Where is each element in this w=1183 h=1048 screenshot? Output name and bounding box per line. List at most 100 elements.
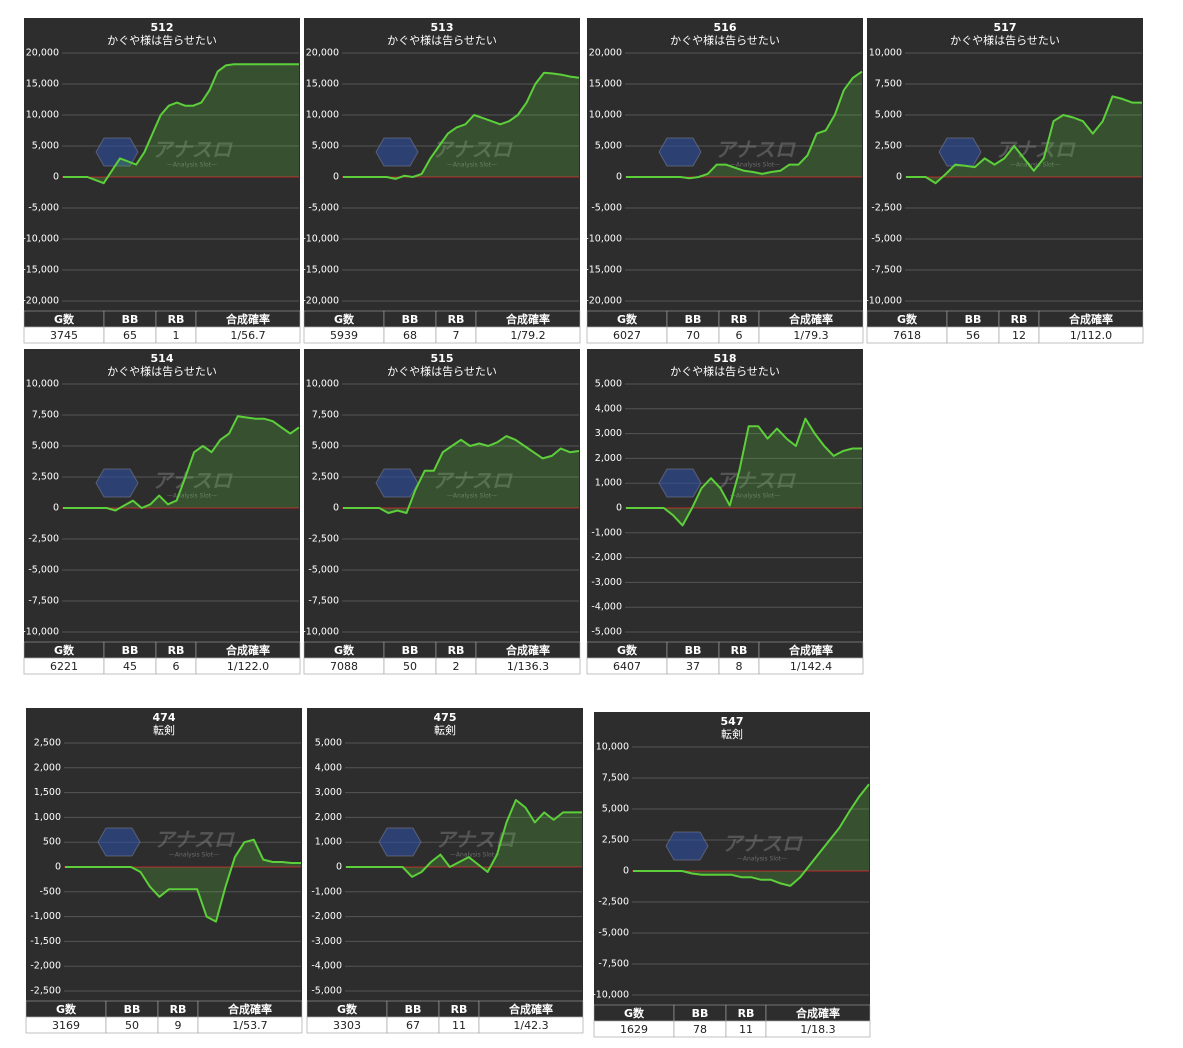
y-tick-label: 0 <box>336 862 342 873</box>
watermark-logo: アナスロ <box>152 469 234 493</box>
y-tick-label: -5,000 <box>308 565 339 576</box>
panel-bg <box>26 708 302 1001</box>
watermark-sub: —Analysis Slot— <box>169 852 219 859</box>
y-tick-label: -7,500 <box>598 959 629 970</box>
watermark-logo: アナスロ <box>432 469 514 493</box>
table-value: 78 <box>693 1023 707 1036</box>
y-tick-label: 2,500 <box>34 738 61 749</box>
table-header: G数 <box>617 312 638 326</box>
y-tick-label: 15,000 <box>26 79 59 90</box>
y-tick-label: -2,500 <box>28 534 59 545</box>
table-header: 合成確率 <box>789 312 833 326</box>
table-header: RB <box>448 313 465 326</box>
y-tick-label: -3,000 <box>591 577 622 588</box>
y-tick-label: -5,000 <box>591 627 622 638</box>
table-cell <box>475 657 581 675</box>
watermark-icon <box>95 137 139 167</box>
table-header: RB <box>738 1007 755 1020</box>
y-tick-label: -20,000 <box>22 296 59 307</box>
y-tick-label: 0 <box>333 503 339 514</box>
y-tick-label: 10,000 <box>869 48 902 59</box>
y-tick-label: 20,000 <box>26 48 59 59</box>
table-cell <box>758 326 864 344</box>
table-cell <box>478 1016 584 1034</box>
y-tick-label: -1,500 <box>30 936 61 947</box>
panel-bg <box>594 712 870 1005</box>
table-value: 7618 <box>893 329 921 342</box>
y-tick-label: -4,000 <box>591 602 622 613</box>
watermark-logo: アナスロ <box>715 138 797 162</box>
table-value: 6027 <box>613 329 641 342</box>
line <box>626 417 862 527</box>
y-tick-label: 10,000 <box>596 742 629 753</box>
table-value: 1629 <box>620 1023 648 1036</box>
panel-bg <box>304 18 580 311</box>
y-tick-label: -5,000 <box>308 203 339 214</box>
watermark-icon <box>97 827 141 857</box>
y-tick-label: 1,000 <box>595 478 622 489</box>
y-tick-label: 5,000 <box>595 379 622 390</box>
y-tick-label: 5,000 <box>312 141 339 152</box>
y-tick-label: -10,000 <box>592 990 629 1001</box>
y-tick-label: -7,500 <box>28 596 59 607</box>
watermark-logo: アナスロ <box>722 832 804 856</box>
chart-title: 515 <box>431 352 454 365</box>
table-header: 合成確率 <box>1069 312 1113 326</box>
area-fill <box>343 436 579 513</box>
panel-bg <box>867 18 1143 311</box>
y-tick-label: 10,000 <box>26 379 59 390</box>
area-fill <box>63 64 299 184</box>
table-value: 65 <box>123 329 137 342</box>
table-value: 1 <box>173 329 180 342</box>
chart-subtitle: かぐや様は告らせたい <box>107 33 217 47</box>
area-fill <box>626 418 862 526</box>
table-value: 1/56.7 <box>230 329 265 342</box>
watermark-sub: —Analysis Slot— <box>450 852 500 859</box>
y-tick-label: 7,500 <box>312 410 339 421</box>
table-value: 50 <box>125 1019 139 1032</box>
table-value: 1/53.7 <box>232 1019 267 1032</box>
table-header: G数 <box>334 643 355 657</box>
table-header: RB <box>168 313 185 326</box>
table-header: BB <box>124 1003 141 1016</box>
y-tick-label: 0 <box>53 503 59 514</box>
y-tick-label: 2,000 <box>595 453 622 464</box>
table-header: RB <box>170 1003 187 1016</box>
table-value: 2 <box>453 660 460 673</box>
watermark-sub: —Analysis Slot— <box>167 493 217 500</box>
table-header: G数 <box>624 1006 645 1020</box>
table-cell <box>197 1016 303 1034</box>
table-value: 68 <box>403 329 417 342</box>
y-tick-label: 5,000 <box>875 110 902 121</box>
y-tick-label: -15,000 <box>585 265 622 276</box>
y-tick-label: 2,000 <box>315 812 342 823</box>
watermark-sub: —Analysis Slot— <box>167 162 217 169</box>
chart-subtitle: かぐや様は告らせたい <box>387 33 497 47</box>
area-fill <box>906 96 1142 184</box>
y-tick-label: 10,000 <box>306 110 339 121</box>
y-tick-label: 0 <box>616 503 622 514</box>
chart-subtitle: かぐや様は告らせたい <box>387 364 497 378</box>
table-header: G数 <box>617 643 638 657</box>
table-value: 9 <box>175 1019 182 1032</box>
y-tick-label: -10,000 <box>22 627 59 638</box>
panel-bg <box>304 349 580 642</box>
y-tick-label: -1,000 <box>591 527 622 538</box>
watermark-icon <box>658 137 702 167</box>
y-tick-label: 15,000 <box>306 79 339 90</box>
table-header: RB <box>1011 313 1028 326</box>
table-value: 5939 <box>330 329 358 342</box>
y-tick-label: -10,000 <box>302 627 339 638</box>
y-tick-label: 10,000 <box>589 110 622 121</box>
table-value: 1/142.4 <box>790 660 832 673</box>
y-tick-label: 7,500 <box>32 410 59 421</box>
chart-title: 517 <box>994 21 1017 34</box>
table-header: BB <box>122 313 139 326</box>
watermark-sub: —Analysis Slot— <box>730 162 780 169</box>
table-cell <box>195 326 301 344</box>
